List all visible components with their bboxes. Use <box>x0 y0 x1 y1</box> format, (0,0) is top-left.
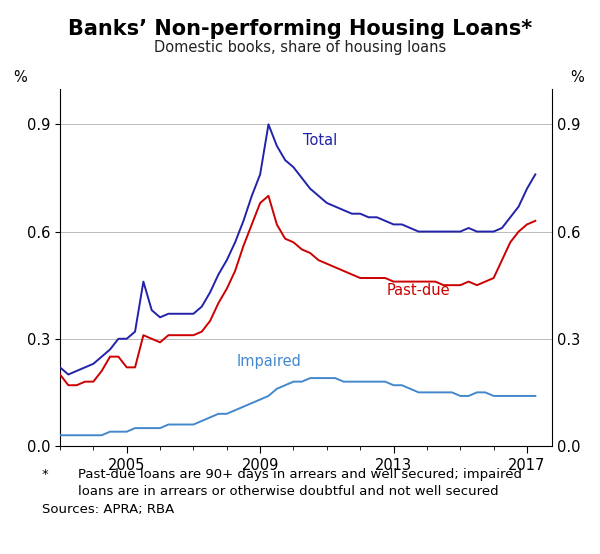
Text: Total: Total <box>304 132 338 147</box>
Text: Past-due: Past-due <box>387 283 451 297</box>
Text: Impaired: Impaired <box>237 354 302 369</box>
Text: Banks’ Non-performing Housing Loans*: Banks’ Non-performing Housing Loans* <box>68 19 532 39</box>
Text: loans are in arrears or otherwise doubtful and not well secured: loans are in arrears or otherwise doubtf… <box>78 485 499 497</box>
Text: *: * <box>42 468 49 481</box>
Text: Domestic books, share of housing loans: Domestic books, share of housing loans <box>154 40 446 55</box>
Text: Past-due loans are 90+ days in arrears and well secured; impaired: Past-due loans are 90+ days in arrears a… <box>78 468 522 481</box>
Text: Sources: APRA; RBA: Sources: APRA; RBA <box>42 503 174 516</box>
Text: %: % <box>570 70 584 85</box>
Text: %: % <box>13 70 27 85</box>
